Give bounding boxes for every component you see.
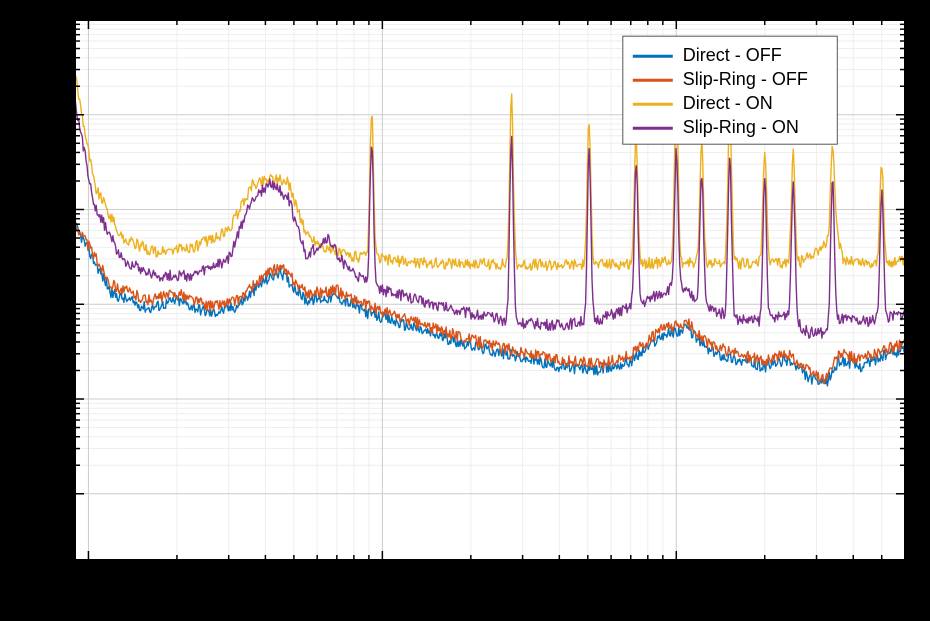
spectrum-chart: Direct - OFF Slip-Ring - OFF Direct - ON Sl… [0,0,930,621]
legend: Direct - OFF Slip-Ring - OFF Direct - ON Sl… [623,36,838,144]
legend-label-0: Direct - OFF [683,45,782,65]
legend-label-2: Direct - ON [683,93,773,113]
legend-label-3: Slip-Ring - ON [683,117,799,137]
legend-label-1: Slip-Ring - OFF [683,69,808,89]
